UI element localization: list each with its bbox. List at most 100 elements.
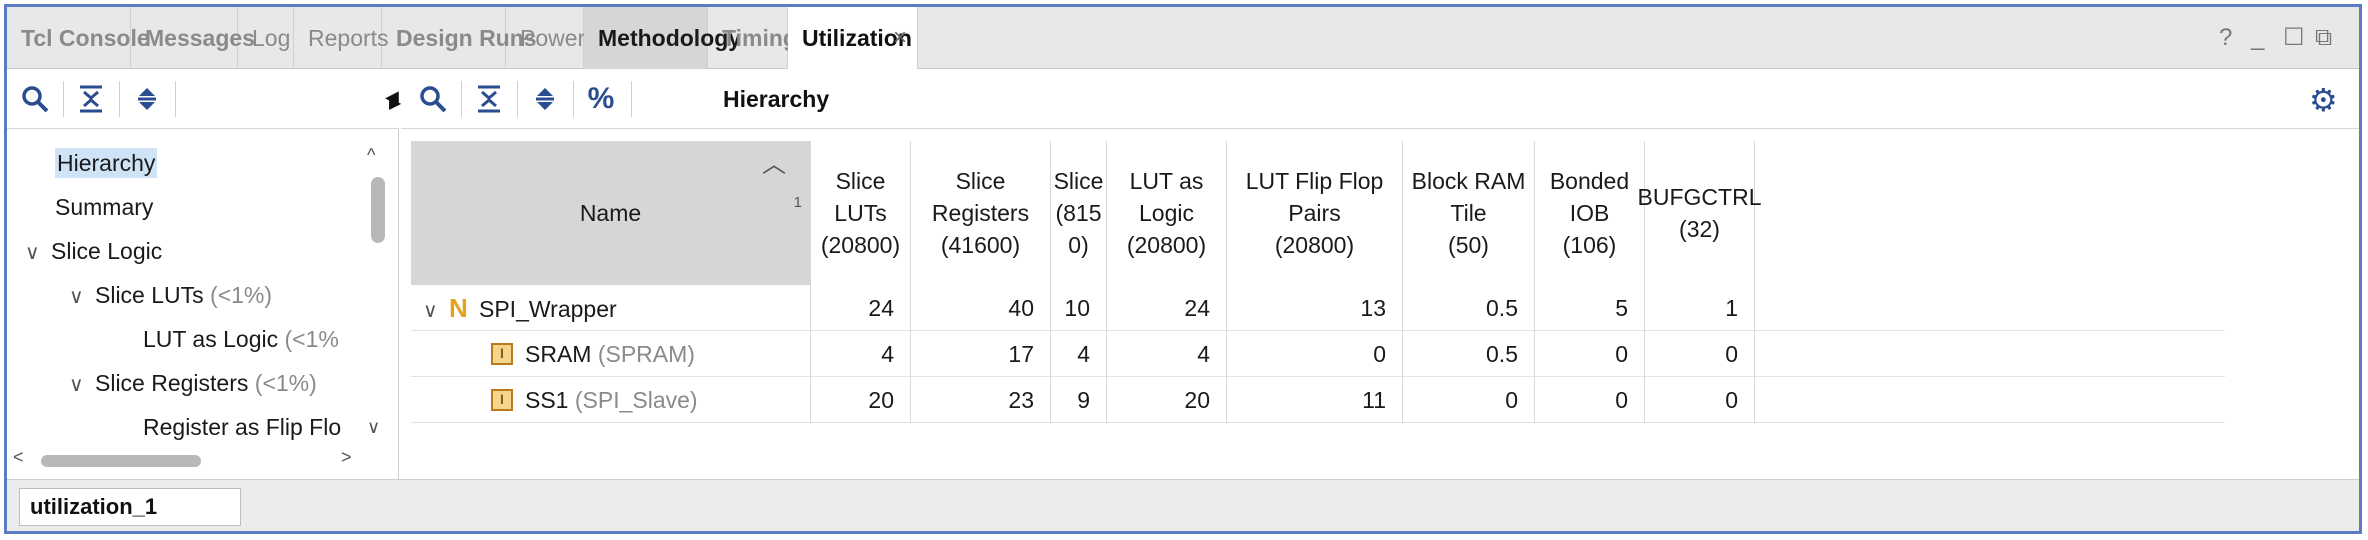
- left-toolbar: ◀: [7, 69, 399, 129]
- cell-lut-as-logic: 20: [1107, 377, 1227, 423]
- scrollbar-thumb[interactable]: [41, 455, 201, 467]
- toolbar-separator: [175, 81, 176, 117]
- tab-utilization-1[interactable]: utilization_1: [19, 488, 241, 526]
- scroll-left-icon[interactable]: <: [13, 447, 24, 467]
- tab-tcl-console[interactable]: Tcl Console: [7, 7, 150, 69]
- column-header-name[interactable]: Name ︿ 1: [411, 141, 811, 285]
- column-header-bonded-iob[interactable]: Bonded IOB (106): [1535, 141, 1645, 285]
- tree-item-summary[interactable]: Summary: [55, 194, 154, 220]
- toolbar-separator: [119, 81, 120, 117]
- search-icon[interactable]: [15, 79, 55, 119]
- cell-bonded-iob: 0: [1535, 377, 1645, 423]
- expand-all-icon[interactable]: [525, 79, 565, 119]
- toolbar-separator: [461, 81, 462, 117]
- tab-power[interactable]: Power: [506, 7, 585, 69]
- cell-bufgctrl: 0: [1645, 331, 1755, 377]
- gear-icon[interactable]: ⚙: [2309, 82, 2338, 118]
- tree-item-hierarchy[interactable]: Hierarchy: [55, 148, 158, 178]
- tab-reports[interactable]: Reports: [294, 7, 389, 69]
- tree-vertical-scrollbar[interactable]: ^ ∨: [365, 143, 387, 443]
- cell-slice-luts: 20: [811, 377, 911, 423]
- chevron-down-icon[interactable]: ∨: [69, 286, 84, 308]
- search-icon[interactable]: [413, 79, 453, 119]
- table-row[interactable]: ∨ N SPI_Wrapper 24 40 10 24 13 0.5 5 1: [411, 285, 2225, 331]
- column-header-lut-as-logic[interactable]: LUT as Logic (20800): [1107, 141, 1227, 285]
- help-icon[interactable]: ?: [2219, 24, 2233, 51]
- cell-slice-luts: 24: [811, 285, 911, 331]
- column-header-slice[interactable]: Slice (815 0): [1051, 141, 1107, 285]
- collapse-all-icon[interactable]: [469, 79, 509, 119]
- float-icon[interactable]: ⧉: [2315, 24, 2333, 51]
- expand-all-icon[interactable]: [127, 79, 167, 119]
- minimize-icon[interactable]: _: [2251, 24, 2265, 51]
- cell-bonded-iob: 0: [1535, 331, 1645, 377]
- tab-messages[interactable]: Messages: [131, 7, 255, 69]
- column-header-slice-luts[interactable]: Slice LUTs (20800): [811, 141, 911, 285]
- row-name-cell: ∨ N SPI_Wrapper: [411, 285, 811, 331]
- cell-bonded-iob: 5: [1535, 285, 1645, 331]
- tab-utilization[interactable]: Utilization ×: [788, 7, 918, 70]
- column-header-slice-registers[interactable]: Slice Registers (41600): [911, 141, 1051, 285]
- cell-block-ram-tile: 0.5: [1403, 331, 1535, 377]
- report-tabs-bar: utilization_1: [7, 479, 2359, 531]
- cell-slice-luts: 4: [811, 331, 911, 377]
- report-navigation-panel: ◀ Hierarchy Summary ∨ Slice Logic ∨ Slice …: [7, 69, 399, 479]
- column-header-bufgctrl[interactable]: BUFGCTRL (32): [1638, 141, 1761, 285]
- column-header-block-ram-tile[interactable]: Block RAM Tile (50): [1403, 141, 1535, 285]
- tab-bar: Tcl Console Messages Log Reports Design …: [7, 7, 2359, 70]
- cell-lut-as-logic: 4: [1107, 331, 1227, 377]
- table-row[interactable]: I SRAM (SPRAM) 4 17 4 4 0 0.5 0 0: [411, 331, 2225, 377]
- row-name-cell: I SRAM (SPRAM): [411, 331, 811, 377]
- sort-ascending-icon[interactable]: ︿: [762, 151, 786, 178]
- cell-slice-registers: 17: [911, 331, 1051, 377]
- cell-block-ram-tile: 0.5: [1403, 285, 1535, 331]
- close-tab-icon[interactable]: ×: [892, 24, 907, 51]
- cell-slice-registers: 23: [911, 377, 1051, 423]
- cell-instance-icon: I: [491, 342, 513, 365]
- cell-bufgctrl: 0: [1645, 377, 1755, 423]
- scroll-down-icon[interactable]: ∨: [367, 417, 381, 437]
- tab-methodology[interactable]: Methodology: [584, 7, 741, 69]
- cell-block-ram-tile: 0: [1403, 377, 1535, 423]
- collapse-panel-arrow-icon[interactable]: ◀: [385, 87, 399, 107]
- table-header: Name ︿ 1 Slice LUTs (20800) Slice Regist…: [411, 141, 2225, 285]
- tree-item-lut-as-logic[interactable]: LUT as Logic (<1%: [143, 326, 339, 352]
- cell-instance-icon: I: [491, 388, 513, 411]
- scrollbar-thumb[interactable]: [371, 177, 385, 243]
- report-title: Hierarchy: [723, 86, 830, 112]
- chevron-down-icon[interactable]: ∨: [69, 374, 84, 396]
- cell-slice: 9: [1051, 377, 1107, 423]
- cell-lut-ff-pairs: 13: [1227, 285, 1403, 331]
- hierarchy-report-panel: ▶ % Hierarchy ⚙ Name ︿ 1: [389, 69, 2359, 479]
- toolbar-separator: [573, 81, 574, 117]
- netlist-module-icon: N: [449, 293, 468, 323]
- scroll-up-icon[interactable]: ^: [367, 145, 376, 165]
- utilization-window: Tcl Console Messages Log Reports Design …: [4, 4, 2362, 534]
- right-toolbar: ▶ % Hierarchy ⚙: [389, 69, 2359, 129]
- tab-design-runs[interactable]: Design Runs: [382, 7, 537, 69]
- toolbar-separator: [63, 81, 64, 117]
- tree-item-slice-luts[interactable]: ∨ Slice LUTs (<1%): [69, 275, 272, 315]
- column-header-lut-flip-flop-pairs[interactable]: LUT Flip Flop Pairs (20800): [1227, 141, 1403, 285]
- chevron-down-icon[interactable]: ∨: [25, 242, 40, 264]
- percentage-icon[interactable]: %: [587, 82, 615, 115]
- row-name-cell: I SS1 (SPI_Slave): [411, 377, 811, 423]
- scroll-right-icon[interactable]: >: [341, 447, 352, 467]
- toolbar-separator: [517, 81, 518, 117]
- tab-log[interactable]: Log: [238, 7, 294, 69]
- table-row[interactable]: I SS1 (SPI_Slave) 20 23 9 20 11 0 0 0: [411, 377, 2225, 423]
- tree-item-slice-registers[interactable]: ∨ Slice Registers (<1%): [69, 363, 317, 403]
- collapse-all-icon[interactable]: [71, 79, 111, 119]
- tree-item-register-as-flip-flop[interactable]: Register as Flip Flo: [143, 414, 342, 440]
- expand-panel-arrow-icon[interactable]: ▶: [389, 95, 402, 112]
- chevron-down-icon[interactable]: ∨: [423, 300, 438, 322]
- toolbar-separator: [631, 81, 632, 117]
- tree-item-slice-logic[interactable]: ∨ Slice Logic: [25, 231, 162, 271]
- tree-horizontal-scrollbar[interactable]: < >: [7, 447, 387, 473]
- cell-slice-registers: 40: [911, 285, 1051, 331]
- cell-lut-ff-pairs: 0: [1227, 331, 1403, 377]
- cell-bufgctrl: 1: [1645, 285, 1755, 331]
- report-tree: Hierarchy Summary ∨ Slice Logic ∨ Slice LU…: [7, 143, 363, 443]
- restore-icon[interactable]: ☐: [2283, 24, 2305, 51]
- tab-timing[interactable]: Timing: [708, 7, 797, 69]
